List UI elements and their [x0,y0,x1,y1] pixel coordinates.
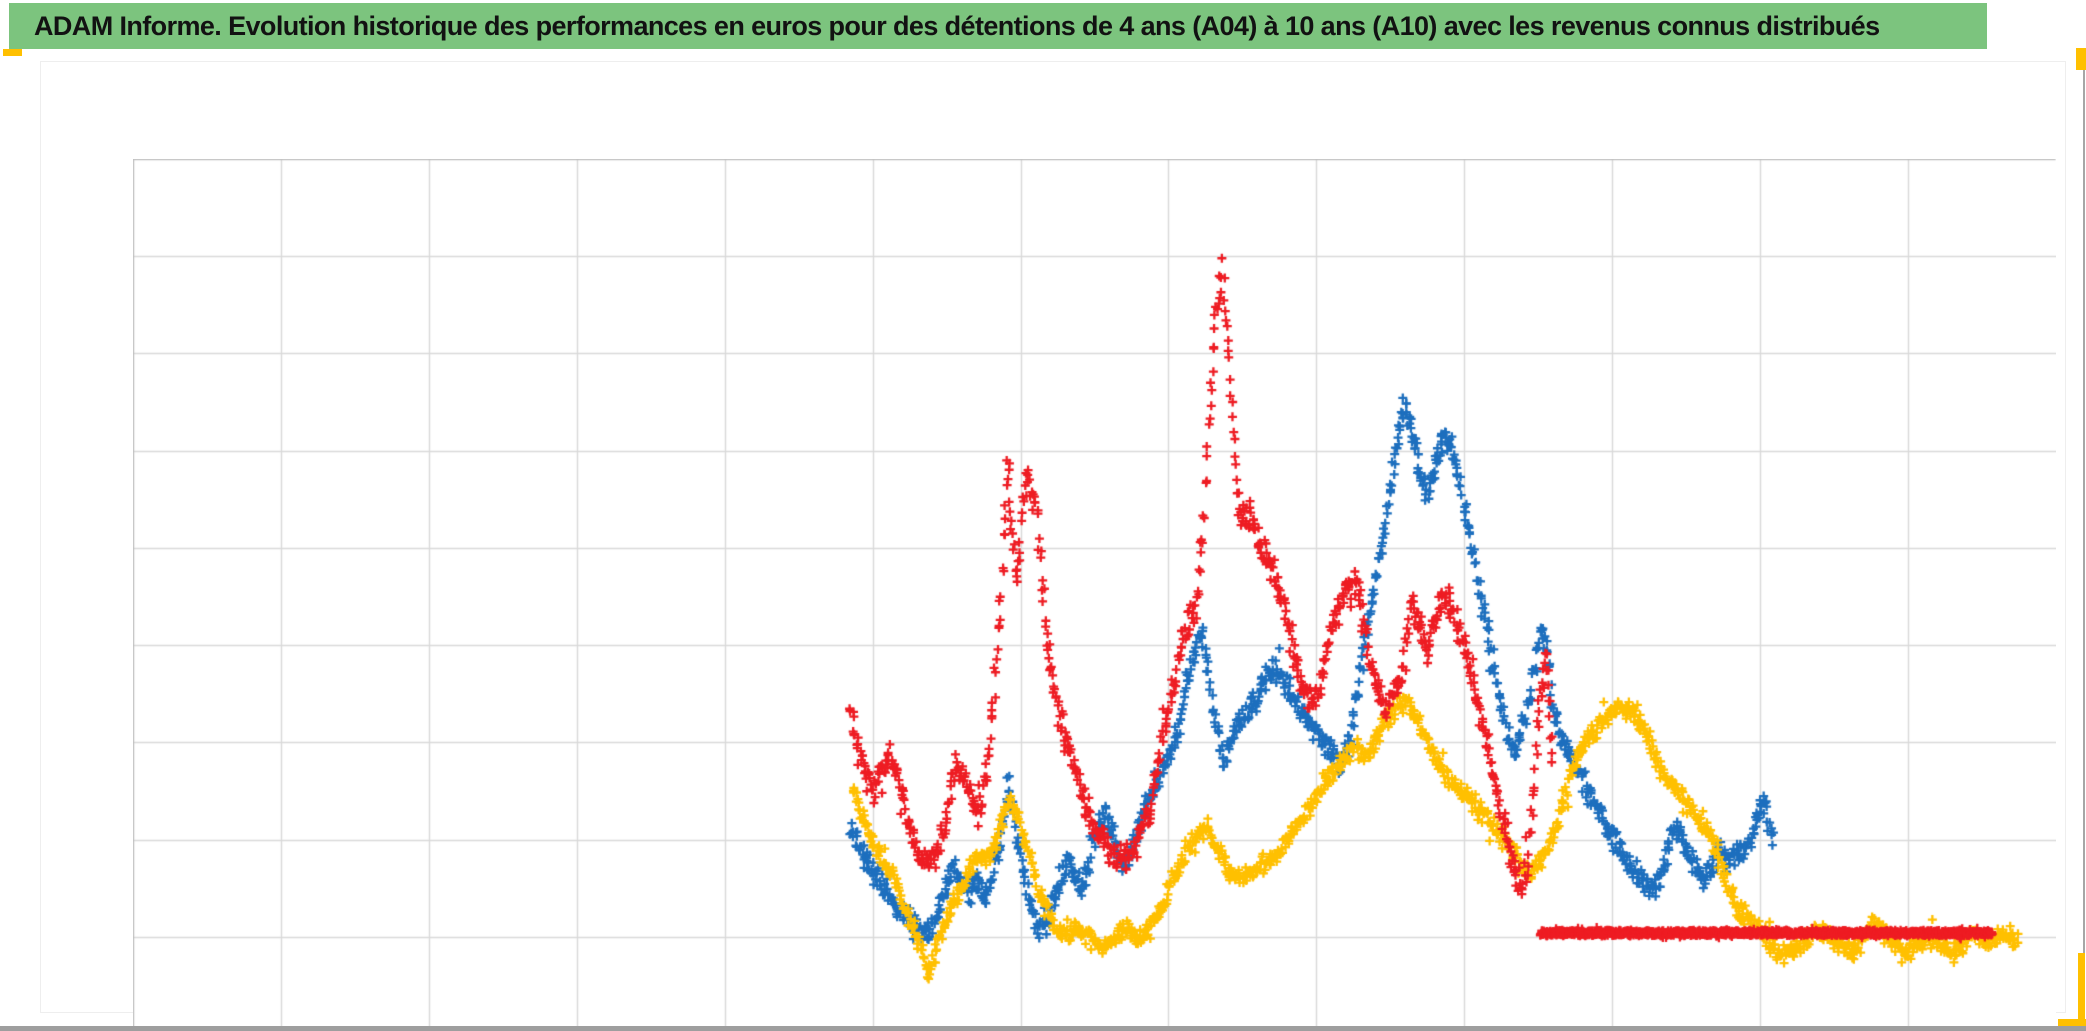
bottom-gray-bar [0,1026,2086,1031]
right-edge-line [2083,70,2085,1018]
selection-accent-top-right [2076,48,2086,70]
chart-title-bar: ADAM Informe. Evolution historique des p… [9,3,1987,49]
chart-title: ADAM Informe. Evolution historique des p… [34,10,1880,41]
selection-accent-bottom-right-vertical [2078,953,2085,1030]
selection-accent-top-left [3,49,22,56]
selection-accent-bottom-right-foot [2058,1019,2086,1030]
chart-frame[interactable] [40,61,2066,1031]
scatter-plot-canvas[interactable] [133,159,2056,1031]
